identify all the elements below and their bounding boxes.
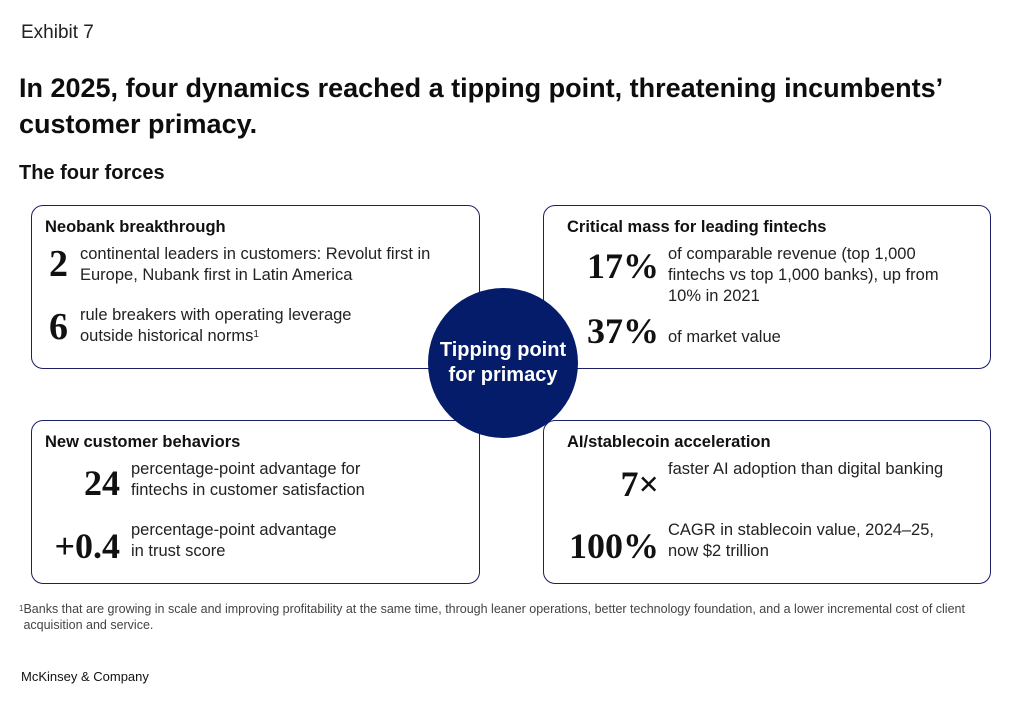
footnote-text: Banks that are growing in scale and impr… (23, 602, 965, 632)
quadrant-ai: AI/stablecoin acceleration 7× faster AI … (543, 420, 991, 584)
footnote-marker: 1 (19, 604, 24, 613)
stat-value: 37% (587, 311, 659, 351)
exhibit-label: Exhibit 7 (21, 22, 94, 43)
stat-description: faster AI adoption than digital banking (668, 460, 944, 478)
stat-description: rule breakers with operating leverage ou… (80, 305, 380, 347)
stat-value: 6 (49, 306, 68, 348)
stat-description: continental leaders in customers: Revolu… (80, 245, 431, 284)
quadrant-title: Critical mass for leading fintechs (567, 218, 827, 236)
stat-description: of market value (668, 328, 781, 346)
stat-description: percentage-point advantage in trust scor… (131, 521, 337, 560)
stat-value: +0.4 (54, 526, 120, 566)
stat-value: 7× (620, 464, 659, 504)
stat-description: of comparable revenue (top 1,000 fintech… (668, 245, 939, 305)
quadrant-behaviors: New customer behaviors 24 percentage-poi… (31, 420, 480, 584)
center-label: Tipping point for primacy (439, 339, 567, 386)
subtitle: The four forces (19, 162, 165, 184)
quadrant-title: New customer behaviors (45, 433, 241, 451)
stat-description: percentage-point advantage for fintechs … (131, 460, 365, 499)
stat-value: 17% (587, 246, 659, 286)
quadrant-neobank: Neobank breakthrough 2 continental leade… (31, 205, 480, 369)
brand-logo-text: McKinsey & Company (21, 669, 149, 684)
stat-description: CAGR in stablecoin value, 2024–25, now $… (668, 521, 934, 560)
footnote-marker: 1 (253, 329, 259, 340)
stat-value: 100% (569, 526, 659, 566)
stat-text: rule breakers with operating leverage ou… (80, 306, 352, 345)
tipping-point-circle: Tipping point for primacy (428, 288, 578, 438)
quadrant-title: Neobank breakthrough (45, 218, 226, 236)
stat-value: 24 (84, 463, 120, 503)
footnote: 1Banks that are growing in scale and imp… (19, 601, 1009, 633)
stat-value: 2 (49, 243, 68, 285)
quadrant-fintech: Critical mass for leading fintechs 17% o… (543, 205, 991, 369)
page-title: In 2025, four dynamics reached a tipping… (19, 73, 942, 139)
quadrant-title: AI/stablecoin acceleration (567, 433, 771, 451)
